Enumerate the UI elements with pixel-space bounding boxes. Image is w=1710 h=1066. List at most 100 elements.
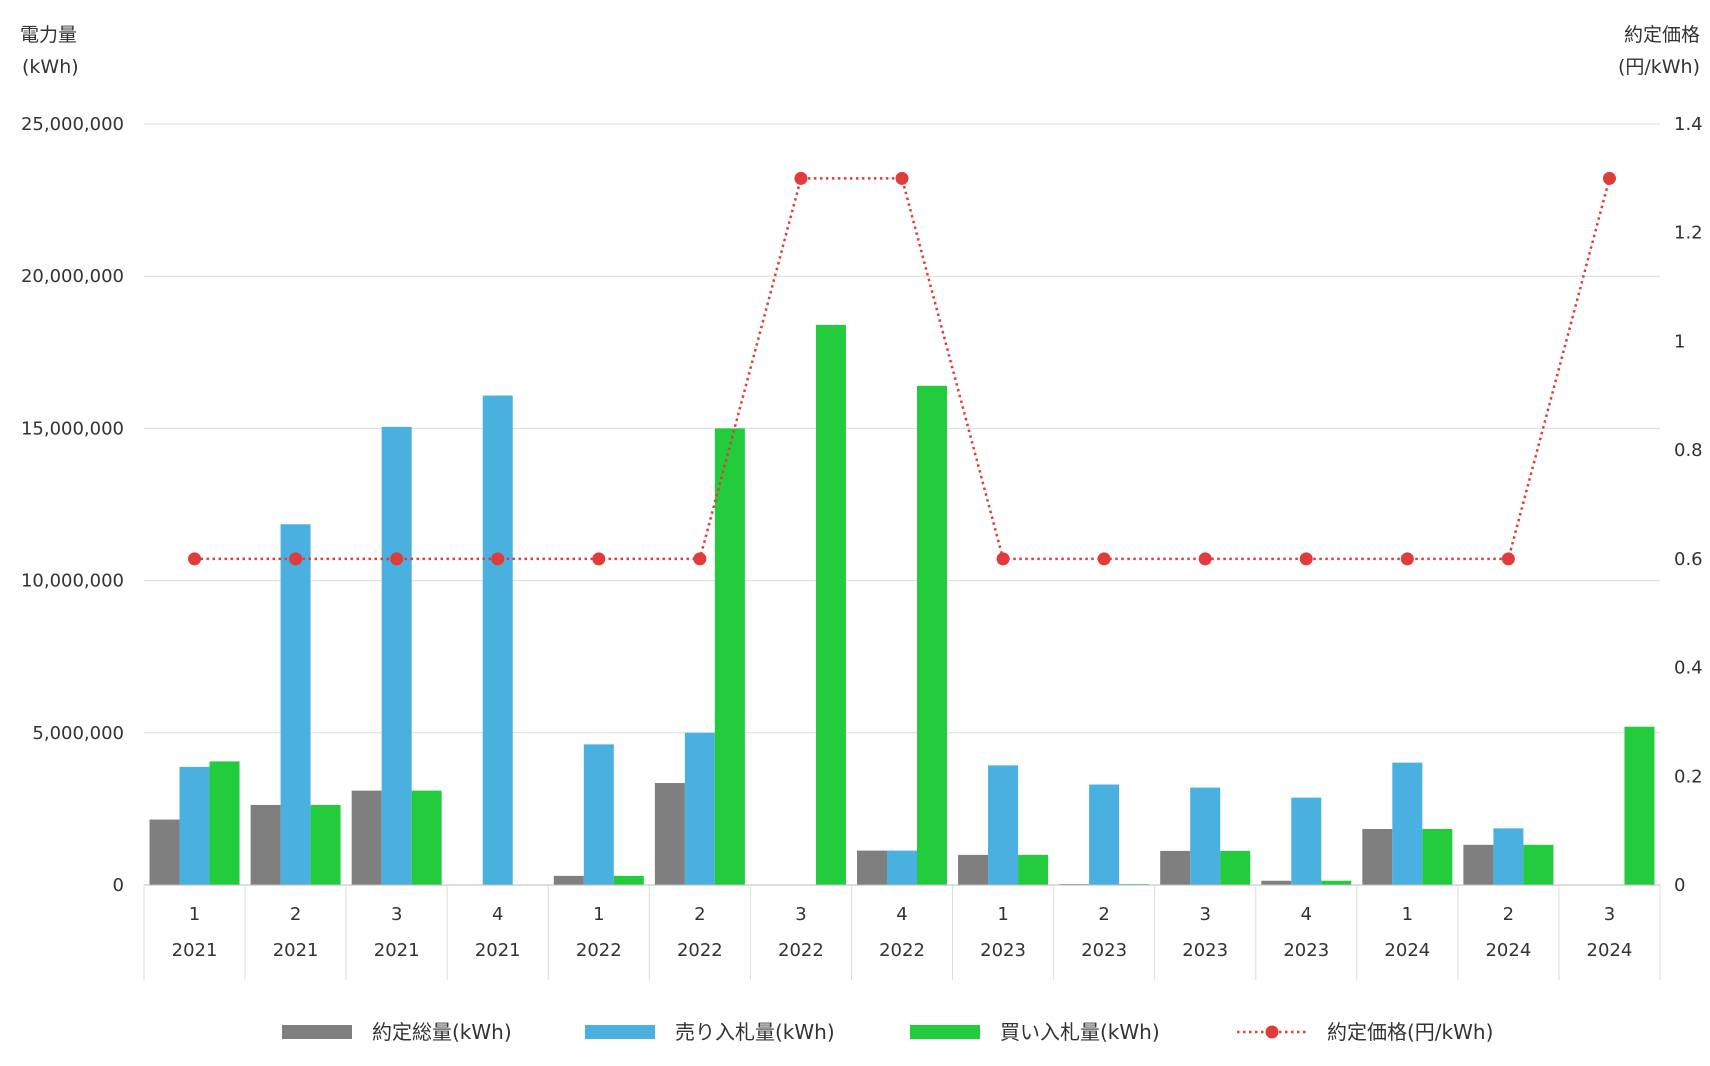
right-axis-title-line1: 約定価格: [1624, 24, 1700, 46]
right-axis-ticks: 0 0.2 0.4 0.6 0.8 1 1.2 1.4: [1674, 114, 1703, 896]
bar: [654, 783, 685, 885]
x-tick-quarter: 1: [593, 904, 604, 925]
x-tick-quarter: 1: [1402, 904, 1413, 925]
right-tick-label: 0.4: [1674, 658, 1703, 679]
price-point: [491, 552, 505, 566]
x-tick-year: 2021: [475, 940, 521, 961]
price-point: [1198, 552, 1212, 566]
legend-label: 買い入札量(kWh): [1000, 1020, 1160, 1044]
bar: [179, 766, 210, 885]
price-point: [188, 552, 202, 566]
x-tick-quarter: 4: [492, 904, 503, 925]
bar: [482, 395, 513, 885]
bars: [149, 324, 1655, 885]
bar: [250, 804, 281, 885]
x-tick-year: 2022: [879, 940, 925, 961]
x-tick-year: 2022: [576, 940, 622, 961]
x-tick-year: 2021: [374, 940, 420, 961]
price-point: [794, 171, 808, 185]
price-line: [188, 171, 1616, 566]
x-tick-quarter: 3: [1604, 904, 1615, 925]
bar: [887, 850, 917, 885]
x-axis: 1 2021 2 2021 3 2021 4 2021 1 2022 2 2022 3 2022 4 2022…: [143, 884, 1661, 980]
legend-marker: [1265, 1025, 1279, 1039]
right-tick-label: 1: [1674, 331, 1685, 352]
x-tick-year: 2023: [1283, 940, 1329, 961]
x-tick-year: 2024: [1485, 940, 1531, 961]
bar: [381, 426, 412, 885]
legend-swatch: [585, 1025, 655, 1039]
x-tick-quarter: 2: [694, 904, 705, 925]
legend-swatch: [910, 1025, 980, 1039]
bar: [857, 850, 887, 885]
x-tick-quarter: 2: [290, 904, 301, 925]
bar: [310, 804, 341, 885]
bar: [815, 324, 846, 885]
bar: [351, 790, 382, 885]
x-tick-quarter: 4: [1301, 904, 1312, 925]
bar: [149, 819, 180, 885]
price-point: [289, 552, 303, 566]
right-tick-label: 0.6: [1674, 549, 1703, 570]
bar: [1220, 850, 1251, 885]
bar: [1362, 828, 1393, 885]
x-tick-year: 2023: [1081, 940, 1127, 961]
left-tick-label: 20,000,000: [21, 266, 124, 287]
left-axis-title-line2: (kWh): [22, 56, 79, 78]
bar: [958, 854, 989, 885]
bar: [684, 732, 715, 885]
right-axis-title-line2: (円/kWh): [1618, 56, 1700, 78]
price-point: [592, 552, 606, 566]
bar: [613, 875, 644, 885]
price-point: [1501, 552, 1515, 566]
x-tick-year: 2024: [1384, 940, 1430, 961]
x-tick-quarter: 4: [896, 904, 907, 925]
bar: [988, 765, 1019, 885]
legend-label: 約定総量(kWh): [372, 1020, 512, 1044]
legend: 約定総量(kWh) 売り入札量(kWh) 買い入札量(kWh) 約定価格(円/kWh): [282, 1020, 1493, 1044]
bar: [1291, 797, 1322, 885]
left-tick-label: 25,000,000: [21, 114, 124, 135]
bar: [1261, 880, 1292, 885]
bar: [1422, 828, 1453, 885]
bar: [209, 761, 240, 885]
left-axis-ticks: 0 5,000,000 10,000,000 15,000,000 20,000,000…: [21, 114, 124, 896]
legend-swatch: [282, 1025, 352, 1039]
bar: [1523, 844, 1554, 885]
bar: [1463, 844, 1494, 885]
x-tick-year: 2024: [1587, 940, 1633, 961]
x-tick-quarter: 3: [795, 904, 806, 925]
price-point: [1299, 552, 1313, 566]
x-tick-year: 2021: [172, 940, 218, 961]
x-tick-quarter: 2: [1503, 904, 1514, 925]
bar: [553, 875, 584, 885]
bar: [1392, 762, 1423, 885]
bar: [1493, 828, 1524, 885]
price-point: [996, 552, 1010, 566]
price-point: [390, 552, 404, 566]
price-point: [1400, 552, 1414, 566]
bar: [917, 385, 947, 885]
x-tick-quarter: 3: [391, 904, 402, 925]
left-axis-title: 電力量 (kWh): [20, 24, 79, 78]
x-tick-year: 2023: [1182, 940, 1228, 961]
x-tick-quarter: 1: [189, 904, 200, 925]
bar: [1018, 854, 1049, 885]
bar: [411, 790, 442, 885]
bar: [714, 428, 745, 885]
left-tick-label: 0: [113, 875, 124, 896]
left-axis-title-line1: 電力量: [20, 24, 77, 46]
bar: [1190, 787, 1221, 885]
left-tick-label: 5,000,000: [32, 723, 124, 744]
left-tick-label: 10,000,000: [21, 571, 124, 592]
x-tick-year: 2022: [677, 940, 723, 961]
bar: [1624, 726, 1655, 885]
bar: [1321, 880, 1352, 885]
right-axis-title: 約定価格 (円/kWh): [1618, 24, 1700, 78]
x-tick-quarter: 1: [997, 904, 1008, 925]
gridlines: [144, 123, 1660, 734]
bar: [1089, 784, 1120, 885]
price-point: [693, 552, 707, 566]
right-tick-label: 0.2: [1674, 766, 1703, 787]
